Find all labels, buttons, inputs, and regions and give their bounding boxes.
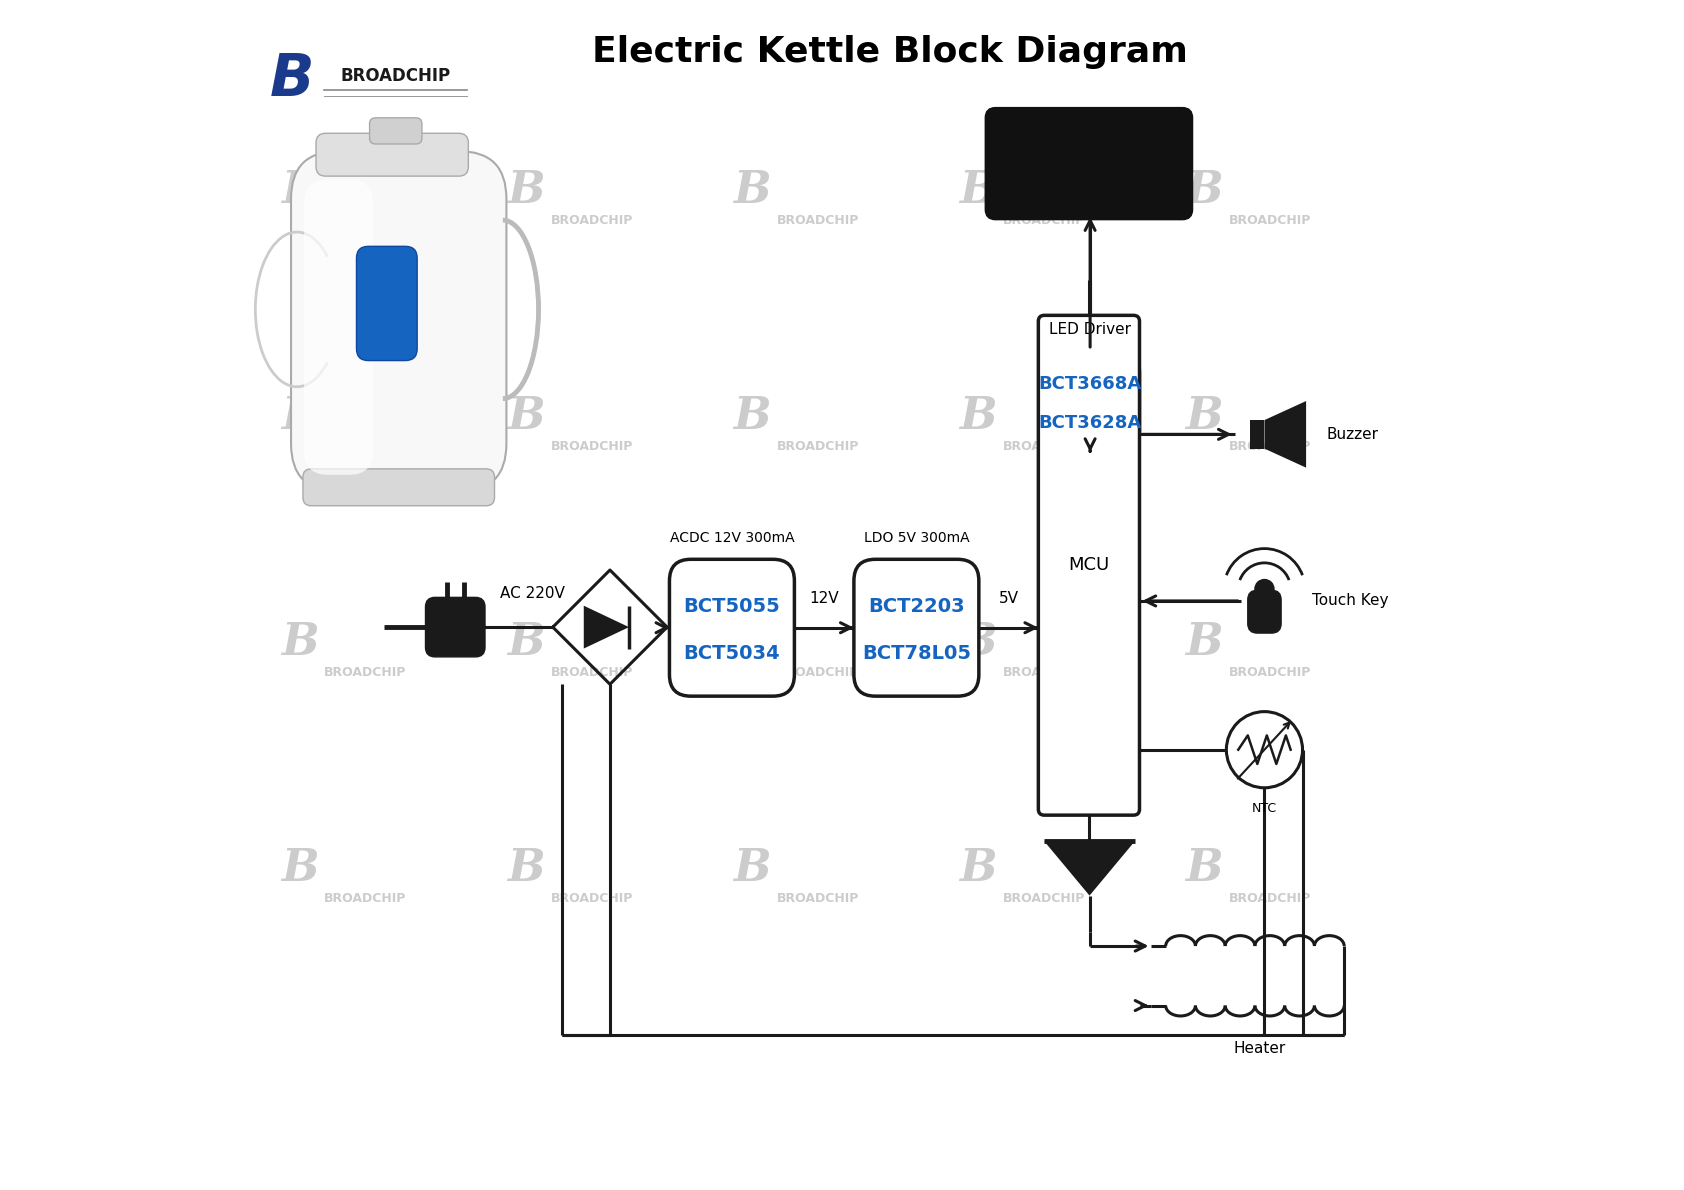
Text: BROADCHIP: BROADCHIP [325, 214, 408, 226]
Polygon shape [1250, 420, 1265, 449]
Text: LDO 5V 300mA: LDO 5V 300mA [864, 531, 970, 545]
Text: B: B [733, 169, 771, 212]
Text: Touch Key: Touch Key [1312, 594, 1389, 608]
Text: MCU: MCU [1068, 556, 1110, 575]
FancyBboxPatch shape [357, 246, 418, 361]
Circle shape [1255, 580, 1275, 599]
Polygon shape [1044, 841, 1135, 896]
FancyBboxPatch shape [1039, 315, 1140, 815]
Text: Buzzer: Buzzer [1327, 427, 1378, 441]
Text: B: B [269, 51, 315, 108]
Text: LED Driver: LED Driver [1049, 321, 1132, 337]
Circle shape [1226, 712, 1302, 788]
Text: B: B [960, 621, 997, 664]
Text: BROADCHIP: BROADCHIP [1229, 666, 1312, 678]
Text: BROADCHIP: BROADCHIP [776, 666, 859, 678]
Text: BROADCHIP: BROADCHIP [551, 214, 633, 226]
Text: BROADCHIP: BROADCHIP [551, 892, 633, 904]
Text: BROADCHIP: BROADCHIP [325, 892, 408, 904]
Text: 5V: 5V [999, 591, 1019, 607]
Text: B: B [507, 621, 544, 664]
Text: BROADCHIP: BROADCHIP [776, 892, 859, 904]
Text: BROADCHIP: BROADCHIP [1002, 440, 1084, 452]
FancyBboxPatch shape [426, 597, 485, 657]
Text: BROADCHIP: BROADCHIP [1002, 214, 1084, 226]
Text: BROADCHIP: BROADCHIP [1002, 666, 1084, 678]
Text: BROADCHIP: BROADCHIP [551, 666, 633, 678]
Text: B: B [1186, 395, 1223, 438]
FancyBboxPatch shape [670, 559, 795, 696]
Text: BCT78L05: BCT78L05 [862, 645, 972, 663]
Text: ACDC 12V 300mA: ACDC 12V 300mA [670, 531, 795, 545]
FancyBboxPatch shape [305, 180, 374, 475]
Text: Electric Kettle Block Diagram: Electric Kettle Block Diagram [591, 36, 1187, 69]
Text: BROADCHIP: BROADCHIP [1229, 892, 1312, 904]
FancyBboxPatch shape [1041, 351, 1140, 452]
Text: BCT3628A: BCT3628A [1039, 414, 1142, 432]
Text: AC 220V: AC 220V [500, 585, 566, 601]
Text: BROADCHIP: BROADCHIP [1002, 892, 1084, 904]
FancyBboxPatch shape [854, 559, 978, 696]
Text: BROADCHIP: BROADCHIP [551, 440, 633, 452]
Text: B: B [281, 621, 318, 664]
Text: B: B [281, 169, 318, 212]
FancyBboxPatch shape [1248, 590, 1282, 633]
Text: BROADCHIP: BROADCHIP [1229, 214, 1312, 226]
Text: B: B [960, 395, 997, 438]
Text: B: B [733, 621, 771, 664]
Text: BROADCHIP: BROADCHIP [776, 440, 859, 452]
FancyBboxPatch shape [369, 118, 423, 144]
Text: B: B [1186, 169, 1223, 212]
FancyBboxPatch shape [987, 108, 1192, 219]
Text: BCT2203: BCT2203 [867, 597, 965, 615]
Polygon shape [1265, 401, 1307, 468]
Text: B: B [1186, 847, 1223, 890]
Text: BROADCHIP: BROADCHIP [325, 666, 408, 678]
FancyBboxPatch shape [291, 151, 507, 491]
Text: Heater: Heater [1234, 1041, 1287, 1057]
Text: 12V: 12V [810, 591, 839, 607]
Text: BROADCHIP: BROADCHIP [325, 440, 408, 452]
Text: B: B [507, 169, 544, 212]
Text: B: B [733, 395, 771, 438]
Text: BROADCHIP: BROADCHIP [1229, 440, 1312, 452]
Text: BROADCHIP: BROADCHIP [340, 67, 451, 86]
Text: BCT5034: BCT5034 [684, 645, 780, 663]
FancyBboxPatch shape [303, 469, 495, 506]
Text: B: B [1186, 621, 1223, 664]
Text: B: B [281, 395, 318, 438]
Text: B: B [960, 847, 997, 890]
Text: B: B [960, 169, 997, 212]
FancyBboxPatch shape [317, 133, 468, 176]
Text: B: B [733, 847, 771, 890]
Text: BROADCHIP: BROADCHIP [776, 214, 859, 226]
Text: B: B [281, 847, 318, 890]
Polygon shape [584, 606, 630, 649]
Text: BCT5055: BCT5055 [684, 597, 780, 615]
Text: BCT3668A: BCT3668A [1039, 375, 1142, 393]
Text: B: B [507, 847, 544, 890]
Text: NTC: NTC [1251, 802, 1276, 815]
Text: B: B [507, 395, 544, 438]
